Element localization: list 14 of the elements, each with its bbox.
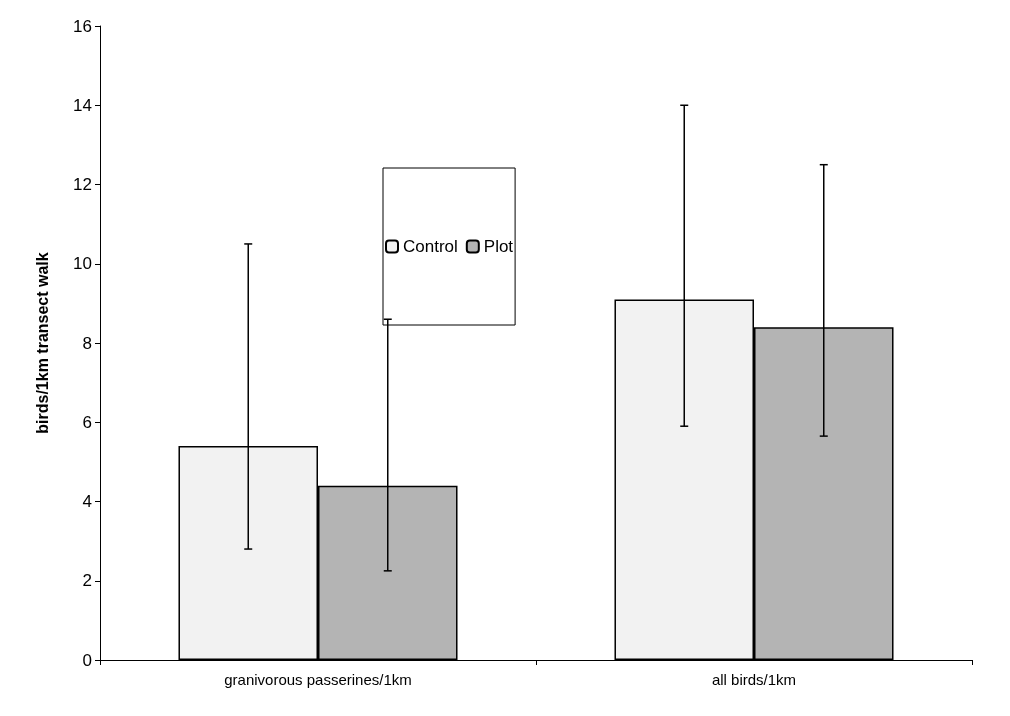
y-tick-label: 10 bbox=[73, 254, 92, 274]
legend-label: Control bbox=[403, 237, 458, 256]
y-tick-label: 2 bbox=[82, 571, 92, 591]
y-tick-label: 14 bbox=[73, 95, 92, 115]
y-tick-label: 6 bbox=[82, 412, 92, 432]
y-tick-label: 16 bbox=[73, 16, 92, 36]
y-tick-label: 8 bbox=[82, 333, 92, 353]
y-axis-title: birds/1km transect walk bbox=[33, 252, 51, 434]
x-tick-label: all birds/1km bbox=[711, 671, 797, 688]
y-tick-label: 0 bbox=[82, 650, 92, 670]
legend-label: Plot bbox=[483, 237, 514, 256]
y-tick-label: 4 bbox=[82, 492, 92, 511]
x-tick-label: granivorous passerines/1km bbox=[224, 671, 412, 688]
y-tick-label: 12 bbox=[73, 175, 92, 194]
